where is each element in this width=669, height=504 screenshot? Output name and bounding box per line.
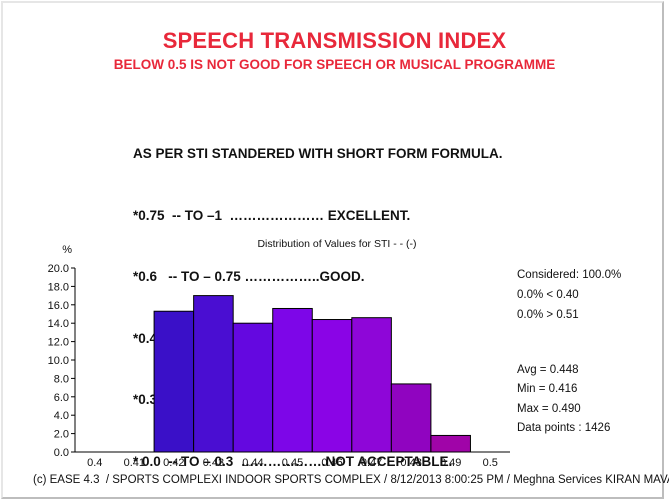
histogram-bar xyxy=(351,317,392,453)
y-tick-label: 16.0 xyxy=(48,300,69,312)
histogram-bar xyxy=(153,310,195,453)
y-tick-label: 20.0 xyxy=(48,263,69,275)
rating-line-good: *0.6 -- TO – 0.75 ……………..GOOD. xyxy=(133,269,365,284)
rating-line-excellent: *0.75 -- TO –1 ………………… EXCELLENT. xyxy=(133,207,411,223)
y-tick-label: 2.0 xyxy=(54,429,69,441)
histogram-bar xyxy=(311,319,353,453)
x-tick-label: 0.42 xyxy=(163,457,184,469)
x-tick-label: 0.49 xyxy=(440,457,461,469)
y-axis-label: % xyxy=(62,244,72,256)
stat-data-points: Data points : 1426 xyxy=(517,422,610,434)
slide-frame xyxy=(1,1,664,499)
x-tick-label: 0.4 xyxy=(87,457,102,469)
stat-above-range: 0.0% > 0.51 xyxy=(517,309,579,321)
histogram-bar xyxy=(193,295,234,453)
histogram-bar xyxy=(390,383,432,453)
chart-title: Distribution of Values for STI - - (-) xyxy=(257,238,416,250)
x-tick-label: 0.48 xyxy=(400,457,421,469)
y-tick-label: 14.0 xyxy=(48,318,69,330)
rating-heading: AS PER STI STANDERED WITH SHORT FORM FOR… xyxy=(133,146,503,161)
x-tick-label: 0.45 xyxy=(282,457,303,469)
y-tick-label: 18.0 xyxy=(48,281,69,293)
stat-minimum: Min = 0.416 xyxy=(517,383,577,395)
x-tick-label: 0.47 xyxy=(361,457,382,469)
stat-below-range: 0.0% < 0.40 xyxy=(517,289,579,301)
histogram-bar xyxy=(272,307,313,453)
x-tick-label: 0.44 xyxy=(242,457,263,469)
y-tick-label: 6.0 xyxy=(54,392,69,404)
stat-considered: Considered: 100.0% xyxy=(517,269,621,281)
stat-average: Avg = 0.448 xyxy=(517,364,579,376)
histogram-bar xyxy=(430,434,471,453)
histogram-bar xyxy=(232,322,274,453)
x-tick-label: 0.46 xyxy=(321,457,342,469)
y-tick-label: 0.0 xyxy=(54,447,69,459)
page-title: SPEECH TRANSMISSION INDEX xyxy=(162,28,507,53)
y-tick-label: 4.0 xyxy=(54,410,69,422)
y-tick-label: 12.0 xyxy=(48,337,69,349)
x-tick-label: 0.5 xyxy=(483,457,498,469)
y-tick-label: 8.0 xyxy=(54,373,69,385)
x-tick-label: 0.43 xyxy=(203,457,224,469)
rating-line-not-acceptable: * 0.0 -- TO – 0.3 ……………….NOT ACCEPTABLE. xyxy=(133,453,453,469)
x-tick-label: 0.41 xyxy=(124,457,145,469)
y-tick-label: 10.0 xyxy=(48,355,69,367)
page-subtitle: BELOW 0.5 IS NOT GOOD FOR SPEECH OR MUSI… xyxy=(113,57,556,72)
stat-maximum: Max = 0.490 xyxy=(517,403,581,415)
footer-credit: (c) EASE 4.3 / SPORTS COMPLEXI INDOOR SP… xyxy=(33,474,669,486)
